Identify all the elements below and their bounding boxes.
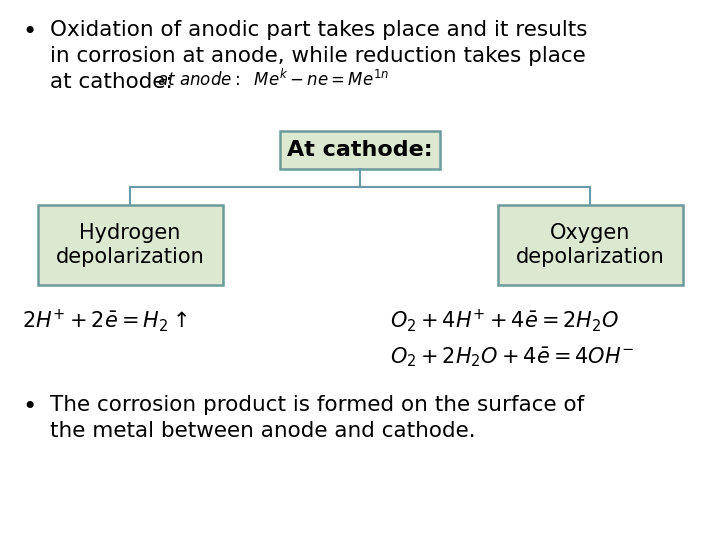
FancyBboxPatch shape bbox=[498, 205, 683, 285]
Text: •: • bbox=[22, 395, 36, 419]
Text: Hydrogen
depolarization: Hydrogen depolarization bbox=[55, 224, 204, 267]
Text: in corrosion at anode, while reduction takes place: in corrosion at anode, while reduction t… bbox=[50, 46, 586, 66]
Text: $O_{2}+4H^{+}+4\bar{e}=2H_{2}O$: $O_{2}+4H^{+}+4\bar{e}=2H_{2}O$ bbox=[390, 307, 619, 334]
Text: the metal between anode and cathode.: the metal between anode and cathode. bbox=[50, 421, 476, 441]
Text: The corrosion product is formed on the surface of: The corrosion product is formed on the s… bbox=[50, 395, 584, 415]
Text: At cathode:: At cathode: bbox=[287, 140, 433, 160]
FancyBboxPatch shape bbox=[280, 131, 440, 169]
Text: $O_{2}+2H_{2}O+4\bar{e}=4OH^{-}$: $O_{2}+2H_{2}O+4\bar{e}=4OH^{-}$ bbox=[390, 345, 634, 369]
Text: $\mathit{at\ anode}:\ \ Me^{k}-ne=Me^{1n}$: $\mathit{at\ anode}:\ \ Me^{k}-ne=Me^{1n… bbox=[157, 69, 390, 90]
Text: at cathode:: at cathode: bbox=[50, 72, 173, 92]
Text: Oxidation of anodic part takes place and it results: Oxidation of anodic part takes place and… bbox=[50, 20, 588, 40]
Text: $2H^{+}+2\bar{e}=H_{2}\uparrow$: $2H^{+}+2\bar{e}=H_{2}\uparrow$ bbox=[22, 307, 188, 334]
FancyBboxPatch shape bbox=[37, 205, 222, 285]
Text: •: • bbox=[22, 20, 36, 44]
Text: Oxygen
depolarization: Oxygen depolarization bbox=[516, 224, 665, 267]
